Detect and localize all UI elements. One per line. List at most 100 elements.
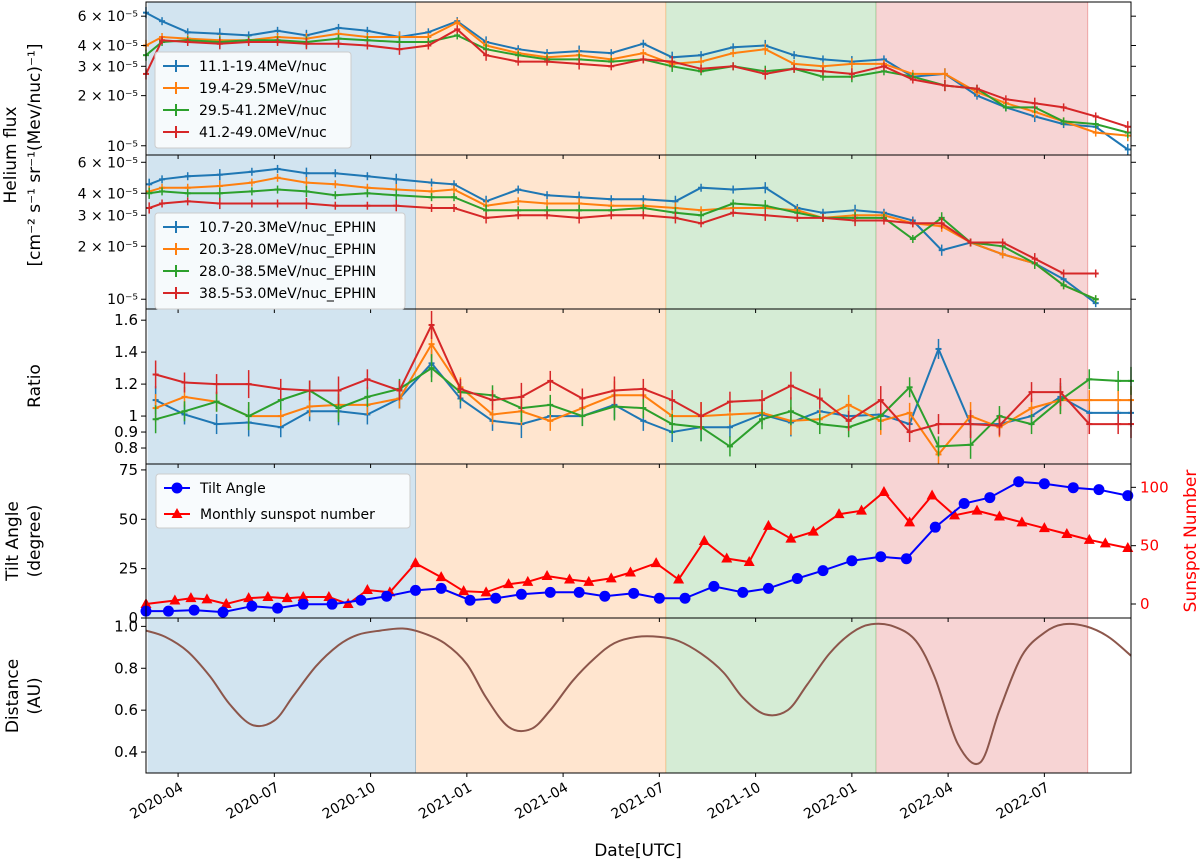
panel3-ytick-label: 1: [128, 407, 138, 425]
panel1-legend-label: 19.4-29.5MeV/nuc: [199, 81, 327, 97]
sunspot-point: [480, 586, 492, 597]
sunspot-number-ylabel: Sunspot Number: [1181, 470, 1200, 613]
panel2-legend-box: [154, 212, 406, 310]
sunspot-point: [361, 584, 373, 594]
tilt-angle-point: [984, 492, 996, 504]
panel1-series-4-line: [145, 28, 1129, 128]
sunspot-point: [698, 535, 710, 545]
helium-flux-ylabel-line2: [cm⁻² s⁻¹ sr⁻¹(Mev/nuc)⁻¹]: [25, 44, 45, 267]
tilt-angle-point: [1093, 484, 1105, 496]
sunspot-point: [807, 525, 819, 536]
distance-ylabel-line1: Distance: [3, 659, 23, 733]
sunspot-point: [458, 585, 470, 596]
panel4-ytick-label-left: 75: [119, 461, 138, 479]
tilt-angle-point: [900, 553, 912, 565]
panel5-ytick-label: 0.4: [114, 743, 138, 761]
panel1-ytick-label: 2 × 10⁻⁵: [78, 89, 138, 105]
tilt-angle-point: [435, 582, 447, 594]
tilt-angle-point: [817, 565, 829, 577]
panel4-ytick-label-left: 0: [128, 609, 138, 627]
sunspot-point: [220, 598, 232, 608]
tilt-angle-point: [762, 582, 774, 594]
sunspot-point: [185, 592, 197, 603]
sunspot-point: [785, 532, 797, 543]
tilt-angle-point: [326, 598, 338, 610]
helium-flux-ylabel-line1: Helium flux: [1, 107, 21, 204]
x-tick-label: 2022-01: [801, 780, 860, 823]
sunspot-point: [1099, 537, 1111, 548]
tilt-angle-point: [515, 588, 527, 600]
panel2-legend-label: 20.3-28.0MeV/nuc_EPHIN: [199, 242, 376, 258]
distance-curve: [145, 622, 1132, 765]
tilt-angle-point: [875, 551, 887, 563]
sunspot-point: [323, 591, 335, 601]
panel3-series-3-line: [155, 366, 1131, 448]
axes-frames: [145, 1, 1132, 774]
sunspot-point: [993, 510, 1005, 521]
sunspot-point: [605, 572, 617, 583]
sunspot-point: [503, 578, 515, 589]
x-tick-label: 2022-04: [897, 780, 956, 823]
tilt-angle-point: [490, 592, 502, 604]
sunspot-point: [878, 486, 890, 496]
tilt-angle-point: [544, 586, 556, 598]
tilt-angle-point: [846, 555, 858, 567]
sunspot-point: [541, 570, 553, 580]
panel4-legend-box: [155, 473, 411, 529]
panel1-legend-box: [154, 51, 352, 149]
panel4-ytick-label-left: 25: [119, 560, 138, 578]
panel2-legend-label: 28.0-38.5MeV/nuc_EPHIN: [199, 264, 376, 280]
sunspot-point: [342, 598, 354, 608]
sunspot-point: [721, 552, 733, 563]
tilt-angle-point: [162, 605, 174, 617]
panel1-ytick-label: 6 × 10⁻⁵: [78, 9, 138, 25]
panel2-ytick-label: 10⁻⁵: [107, 292, 138, 308]
sunspot-point: [673, 573, 685, 584]
panel5-ytick-label: 1.0: [114, 617, 138, 635]
sunspot-point: [904, 516, 916, 527]
panel2-legend-label: 38.5-53.0MeV/nuc_EPHIN: [199, 286, 376, 302]
x-tick-label: 2021-10: [705, 780, 764, 823]
panel2-ytick-label: 4 × 10⁻⁵: [78, 186, 138, 202]
shaded-period-3: [665, 2, 876, 773]
sunspot-point: [1038, 522, 1050, 533]
panel3-ytick-label: 1.2: [114, 375, 138, 393]
legends: 11.1-19.4MeV/nuc 19.4-29.5MeV/nuc 29.5-41.…: [154, 51, 411, 529]
x-tick-label: 2020-10: [320, 780, 379, 823]
sunspot-point: [564, 573, 576, 584]
panel3-ytick-label: 1.4: [114, 343, 138, 361]
panel2-legend-label: 10.7-20.3MeV/nuc_EPHIN: [199, 220, 376, 236]
x-tick-label: 2021-01: [416, 780, 475, 823]
sunspot-point: [583, 575, 595, 586]
sunspot-point: [281, 592, 293, 603]
tilt-angle-point: [381, 590, 393, 602]
tilt-angle-point: [246, 600, 258, 612]
panel3-series-4-line: [155, 322, 1131, 434]
tilt-angle-ylabel-line2: (degree): [25, 505, 45, 578]
panel1-series-1-line: [145, 11, 1129, 151]
panel5-frame: [145, 617, 1132, 774]
sunspot-point: [926, 489, 938, 500]
sunspot-point: [833, 508, 845, 519]
tilt-angle-point: [653, 592, 665, 604]
sunspot-legend-marker: [171, 508, 183, 518]
sunspot-point: [650, 557, 662, 568]
sunspot-point: [169, 594, 181, 605]
tilt-angle-point: [355, 594, 367, 606]
ratio-ylabel: Ratio: [25, 364, 45, 408]
sunspot-point: [743, 556, 755, 566]
panel3-ytick-label: 1.6: [114, 311, 138, 329]
tilt-angle-point: [1067, 482, 1079, 494]
tilt-angle-point: [737, 586, 749, 598]
sunspot-line: [145, 490, 1129, 606]
panel1-legend-label: 41.2-49.0MeV/nuc: [199, 125, 327, 141]
tilt-angle-point: [272, 602, 284, 614]
tilt-angle-point: [628, 587, 640, 599]
x-tick-label: 2020-07: [224, 780, 283, 823]
panel1-series-2-line: [145, 21, 1128, 137]
sunspot-legend-label: Monthly sunspot number: [200, 507, 375, 523]
shaded-period-2: [415, 2, 666, 773]
panel3-series-2-line: [155, 342, 1131, 457]
sunspot-point: [1061, 528, 1073, 538]
tilt-angle-point: [1013, 476, 1025, 488]
